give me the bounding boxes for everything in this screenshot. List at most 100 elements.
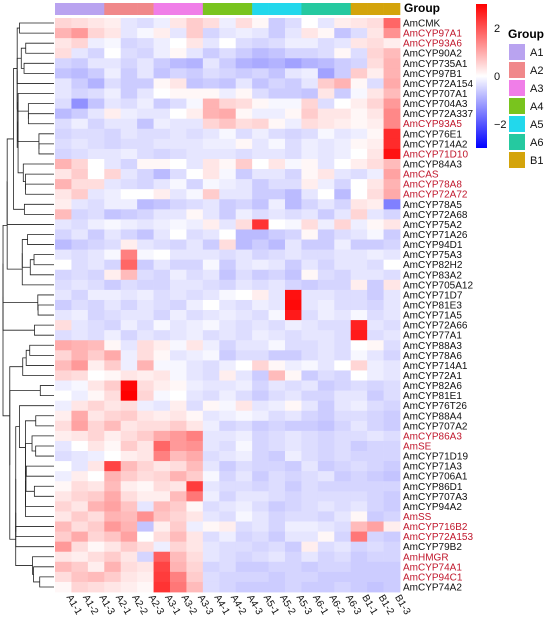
heatmap-cell [367, 148, 384, 160]
heatmap-cell [383, 501, 401, 512]
heatmap-cell [104, 118, 122, 130]
heatmap-cell [367, 370, 384, 381]
heatmap-cell [137, 451, 154, 462]
heatmap-cell [252, 199, 269, 210]
row-label: AmCYP88A4 [403, 411, 462, 422]
heatmap-cell [170, 108, 187, 120]
heatmap-cell [186, 158, 204, 170]
heatmap-cell [350, 28, 368, 39]
group-legend-label: A5 [530, 119, 543, 131]
heatmap-cell [301, 279, 319, 291]
heatmap-cell [186, 461, 204, 472]
heatmap-cell [55, 158, 72, 170]
heatmap-cell [120, 229, 138, 240]
heatmap-cell [137, 108, 154, 120]
heatmap-cell [317, 158, 335, 170]
heatmap-cell [71, 68, 89, 79]
heatmap-cell [383, 249, 401, 261]
heatmap-cell [87, 380, 105, 391]
heatmap-cell [153, 330, 171, 341]
heatmap-cell [301, 350, 319, 361]
heatmap-cell [202, 541, 220, 553]
heatmap-cell [153, 38, 171, 49]
heatmap-cell [334, 451, 352, 462]
heatmap-cell [104, 299, 122, 311]
heatmap-cell [219, 209, 237, 220]
heatmap-cell [153, 199, 171, 210]
heatmap-cell [235, 58, 253, 69]
heatmap-cell [317, 58, 335, 69]
heatmap-cell [367, 340, 384, 351]
heatmap-cell [268, 461, 286, 472]
heatmap-cell [235, 531, 253, 543]
heatmap-cell [235, 561, 253, 573]
heatmap-cell [153, 350, 171, 361]
heatmap-cell [120, 128, 138, 140]
heatmap-cell [186, 541, 204, 553]
heatmap-cell [104, 128, 122, 140]
heatmap-cell [301, 390, 319, 402]
heatmap-cell [252, 269, 269, 281]
heatmap-cell [87, 481, 105, 492]
heatmap-cell [170, 138, 187, 150]
heatmap-cell [55, 199, 72, 210]
heatmap-cell [350, 138, 368, 150]
heatmap-cell [120, 350, 138, 361]
heatmap-cell [55, 571, 72, 583]
heatmap-cell [301, 229, 319, 240]
heatmap-cell [235, 451, 253, 462]
heatmap-cell [285, 501, 302, 512]
group-bar-segment [350, 3, 368, 15]
heatmap-cell [71, 48, 89, 59]
heatmap-cell [301, 239, 319, 251]
heatmap-cell [334, 440, 352, 452]
heatmap-cell [55, 98, 72, 110]
heatmap-cell [334, 279, 352, 291]
heatmap-cell [71, 108, 89, 120]
row-label: AmCYP77A1 [403, 331, 462, 342]
heatmap-cell [317, 511, 335, 522]
heatmap-cell [202, 320, 220, 331]
heatmap-cell [252, 551, 269, 563]
dendrogram-branch [22, 357, 54, 376]
heatmap-cell [186, 299, 204, 311]
heatmap-cell [202, 350, 220, 361]
heatmap-cell [301, 420, 319, 432]
heatmap-cell [170, 581, 187, 593]
heatmap-cell [334, 461, 352, 472]
heatmap-cell [137, 219, 154, 230]
heatmap-cell [153, 279, 171, 291]
heatmap-cell [383, 169, 401, 180]
row-label: AmCYP86D1 [403, 482, 463, 493]
heatmap-cell [367, 551, 384, 563]
heatmap-cell [120, 340, 138, 351]
group-bar-segment [55, 3, 72, 15]
heatmap-cell [186, 491, 204, 502]
heatmap-cell [219, 360, 237, 371]
heatmap-cell [285, 128, 302, 140]
heatmap-cell [170, 461, 187, 472]
heatmap-cell [153, 98, 171, 110]
heatmap-cell [170, 209, 187, 220]
heatmap-cell [87, 511, 105, 522]
row-label: AmCYP716B2 [403, 522, 468, 533]
heatmap-cell [55, 320, 72, 331]
heatmap-cell [219, 420, 237, 432]
group-legend-label: A2 [530, 65, 543, 77]
heatmap-cell [170, 521, 187, 532]
heatmap-cell [268, 571, 286, 583]
heatmap-cell [268, 158, 286, 170]
heatmap-cell [383, 541, 401, 553]
heatmap-cell [170, 98, 187, 110]
heatmap-cell [383, 511, 401, 522]
heatmap-cell [137, 481, 154, 492]
heatmap-cell [170, 561, 187, 573]
heatmap-cell [137, 330, 154, 341]
heatmap-cell [219, 340, 237, 351]
heatmap-cell [87, 370, 105, 381]
heatmap-cell [317, 279, 335, 291]
heatmap-cell [71, 158, 89, 170]
heatmap-cell [104, 571, 122, 583]
heatmap-cell [87, 390, 105, 402]
heatmap-cell [120, 471, 138, 482]
